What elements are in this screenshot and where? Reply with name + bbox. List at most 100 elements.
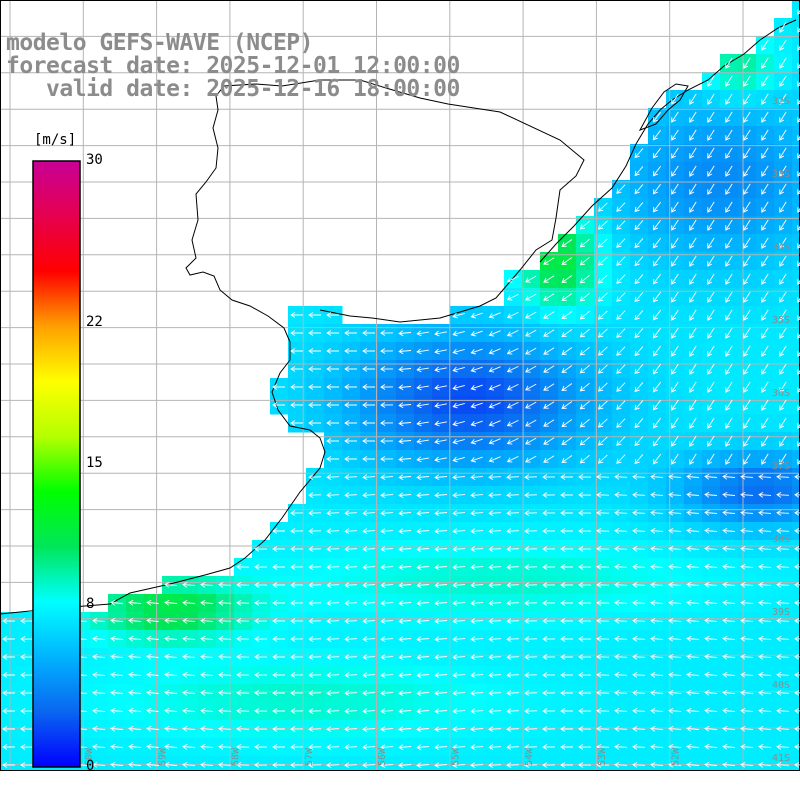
wind-arrow — [524, 492, 538, 498]
wind-arrow — [632, 744, 646, 750]
wind-arrow — [579, 292, 590, 302]
wind-arrow — [650, 582, 664, 588]
wind-arrow — [362, 618, 376, 624]
wind-arrow — [671, 453, 679, 465]
wind-arrow — [110, 725, 124, 732]
wind-arrow — [470, 708, 484, 714]
wind-arrow — [725, 435, 733, 447]
wind-arrow — [794, 726, 800, 732]
wind-arrow — [704, 761, 718, 768]
wind-arrow — [236, 618, 250, 624]
wind-arrow — [308, 312, 321, 318]
field-cell — [522, 774, 541, 793]
wind-arrow — [308, 528, 322, 534]
wind-arrow — [761, 291, 769, 303]
wind-arrow — [380, 384, 394, 390]
field-cell — [90, 756, 109, 770]
wind-arrow — [743, 417, 751, 429]
wind-arrow — [506, 726, 520, 732]
coastline — [0, 79, 585, 615]
title-forecast-date: forecast date: 2025-12-01 12:00:00 — [6, 53, 460, 79]
wind-arrow — [542, 546, 556, 552]
wind-arrow — [650, 672, 664, 678]
field-cell — [126, 774, 145, 793]
title-valid-date: valid date: 2025-12-16 18:00:00 — [6, 76, 460, 102]
wind-arrow — [272, 672, 285, 678]
wind-arrow — [236, 744, 250, 750]
field-cell — [162, 756, 181, 770]
wind-arrow — [308, 636, 322, 642]
wind-arrow — [779, 399, 787, 411]
wind-arrow — [671, 363, 679, 375]
wind-arrow — [722, 491, 736, 498]
wind-arrow — [308, 708, 322, 714]
wind-arrow — [398, 492, 412, 499]
wind-arrow — [470, 672, 484, 678]
wind-arrow — [779, 111, 787, 123]
wind-arrow — [779, 165, 787, 177]
wind-arrow — [488, 582, 502, 588]
wind-arrow — [327, 781, 339, 786]
wind-arrow — [434, 618, 448, 625]
wind-arrow — [776, 636, 790, 642]
wind-arrow — [146, 635, 160, 642]
wind-arrow — [743, 273, 751, 285]
wind-arrow — [758, 474, 772, 480]
wind-arrow — [363, 781, 375, 786]
field-cell — [216, 774, 235, 793]
wind-arrow — [707, 417, 715, 429]
wind-arrow — [345, 781, 357, 786]
wind-arrow — [614, 654, 628, 660]
wind-arrow — [671, 345, 679, 357]
wind-arrow — [524, 726, 538, 732]
wind-arrow — [707, 183, 715, 195]
wind-arrow — [722, 725, 736, 732]
wind-arrow — [488, 402, 501, 409]
wind-arrow — [92, 690, 106, 696]
wind-arrow — [506, 546, 520, 552]
wind-arrow — [668, 582, 682, 588]
wind-arrow — [326, 564, 340, 570]
wind-arrow — [668, 600, 682, 606]
wind-arrow — [707, 129, 715, 141]
wind-arrow — [797, 315, 800, 321]
wind-arrow — [689, 111, 697, 123]
field-cell — [18, 774, 37, 793]
wind-arrow — [616, 274, 626, 284]
wind-arrow — [362, 762, 376, 768]
wind-arrow — [542, 564, 556, 570]
field-cell — [504, 774, 523, 793]
wind-arrow — [597, 382, 608, 392]
wind-arrow — [470, 438, 483, 445]
wind-arrow — [543, 781, 555, 786]
wind-arrow — [633, 780, 645, 785]
wind-arrow — [725, 309, 733, 321]
wind-arrow — [776, 744, 790, 750]
lat-label: 39S — [772, 607, 790, 618]
wind-arrow — [652, 291, 661, 303]
wind-arrow — [578, 690, 592, 696]
wind-arrow — [236, 636, 250, 642]
wind-arrow — [689, 399, 697, 411]
wind-arrow — [704, 653, 718, 660]
wind-arrow — [290, 654, 304, 660]
wind-arrow — [725, 147, 733, 159]
wind-arrow — [20, 708, 34, 714]
wind-arrow — [560, 654, 573, 660]
wind-arrow — [686, 563, 700, 570]
wind-arrow — [128, 635, 142, 642]
wind-arrow — [579, 781, 591, 786]
wind-arrow — [689, 237, 697, 249]
wind-arrow — [344, 744, 358, 750]
wind-arrow — [417, 781, 429, 786]
wind-arrow — [434, 456, 447, 463]
wind-arrow — [650, 600, 664, 606]
field-cell — [792, 0, 800, 19]
wind-arrow — [597, 292, 608, 302]
wind-arrow — [707, 165, 715, 177]
wind-arrow — [779, 273, 787, 285]
wind-arrow — [671, 255, 679, 267]
wind-arrow — [761, 165, 769, 177]
wind-arrow — [524, 672, 538, 678]
wind-arrow — [561, 347, 573, 355]
